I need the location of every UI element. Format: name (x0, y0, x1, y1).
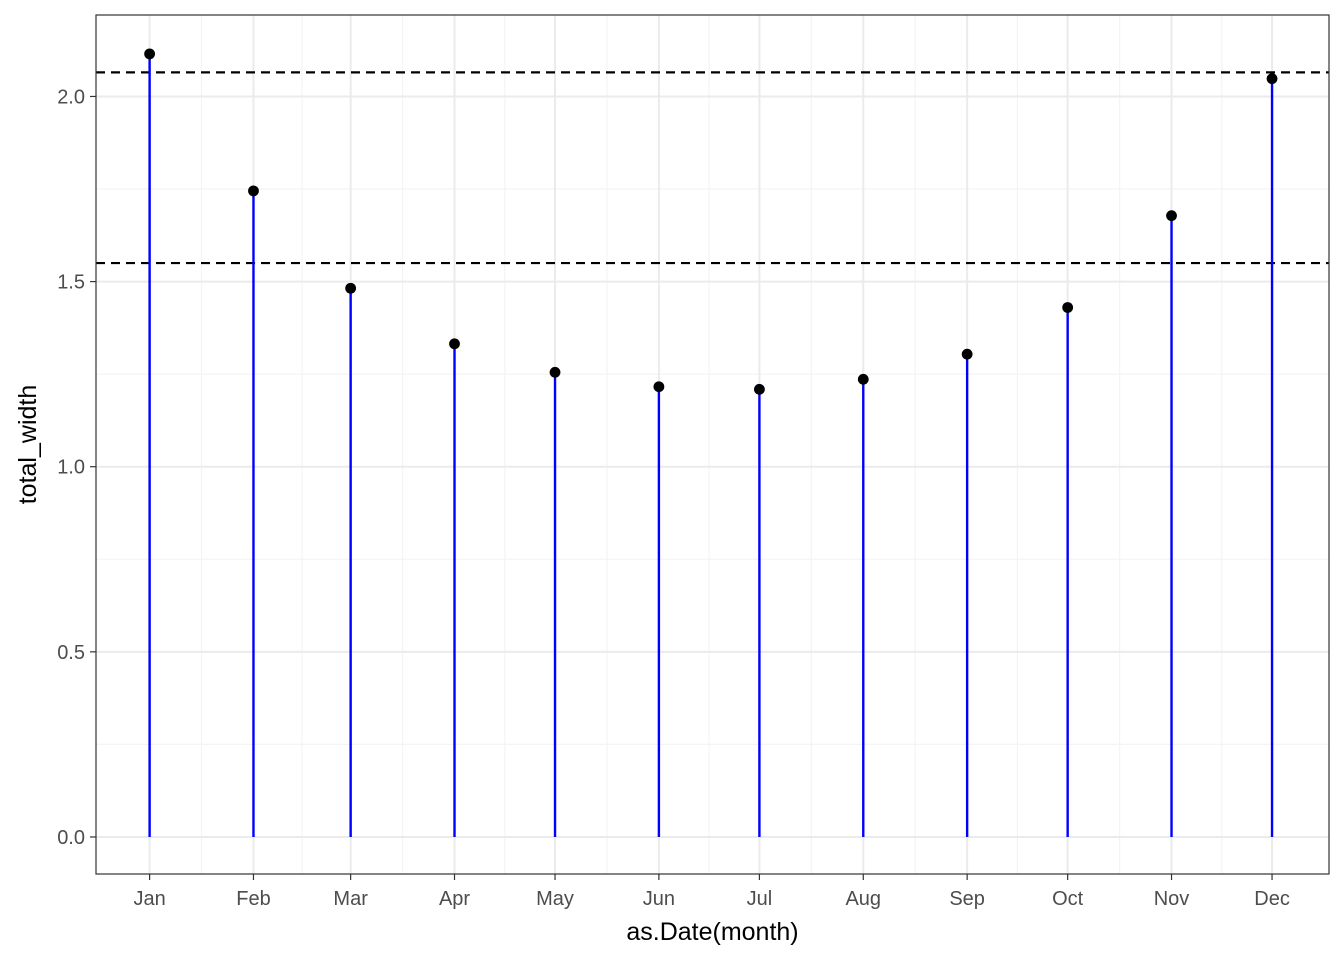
x-tick-label: Jan (133, 888, 165, 910)
reference-lines (96, 71, 1329, 265)
x-axis-title: as.Date(month) (626, 918, 798, 946)
x-tick-label: Mar (333, 888, 368, 910)
x-tick-label: May (536, 888, 574, 910)
x-tick-label: Jun (643, 888, 675, 910)
y-tick-label: 1.0 (57, 457, 85, 479)
minor-gridlines (96, 15, 1329, 874)
x-tick-label: Apr (439, 888, 470, 910)
point-jul (754, 383, 765, 395)
x-axis: Jan Feb Mar Apr May Jun Jul Aug Sep Oct Nov Dec (133, 874, 1290, 910)
point-jun (653, 381, 665, 393)
point-nov (1166, 210, 1177, 222)
x-tick-label: Nov (1154, 888, 1190, 910)
point-may (549, 366, 561, 378)
panel-border (95, 14, 1330, 875)
y-axis-title: total_width (14, 385, 42, 505)
point-sep (961, 348, 973, 360)
points (144, 48, 1278, 395)
x-tick-label: Dec (1254, 888, 1290, 910)
y-tick-label: 1.5 (57, 272, 85, 294)
point-aug (857, 373, 869, 385)
point-apr (449, 338, 460, 350)
point-feb (248, 185, 259, 197)
x-tick-label: Oct (1052, 888, 1084, 910)
point-oct (1062, 302, 1074, 313)
stems (148, 53, 1274, 837)
y-tick-label: 2.0 (57, 86, 85, 108)
point-dec (1266, 73, 1278, 85)
point-jan (144, 48, 156, 60)
x-tick-label: Jul (747, 888, 773, 910)
y-axis: 0.0 0.5 1.0 1.5 2.0 (57, 86, 96, 849)
point-mar (345, 282, 357, 294)
x-tick-label: Aug (845, 888, 881, 910)
x-tick-label: Sep (949, 888, 985, 910)
x-tick-label: Feb (236, 888, 270, 910)
y-tick-label: 0.5 (57, 642, 85, 664)
y-tick-label: 0.0 (57, 827, 85, 849)
